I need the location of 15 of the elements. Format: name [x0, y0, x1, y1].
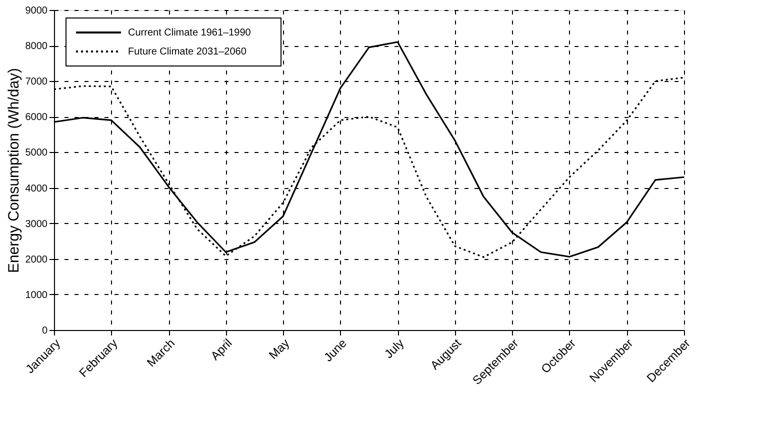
y-tick-label: 8000 [25, 41, 48, 52]
y-tick-label: 1000 [25, 290, 48, 301]
y-tick-label: 5000 [25, 148, 48, 159]
legend-label: Current Climate 1961–1990 [128, 28, 252, 38]
x-tick-label: May [266, 336, 292, 362]
y-tick-label: 9000 [25, 6, 48, 16]
y-axis-title: Energy Consumption (Wh/day) [5, 68, 22, 274]
y-tick-label: 0 [42, 326, 48, 336]
legend-label: Future Climate 2031–2060 [128, 46, 247, 58]
y-tick-label: 7000 [25, 76, 48, 88]
y-tick-label: 4000 [25, 183, 48, 194]
x-tick-label: July [382, 336, 407, 362]
y-tick-label: 2000 [25, 254, 48, 266]
y-tick-label: 3000 [25, 218, 48, 230]
y-tick-label: 6000 [25, 112, 48, 124]
